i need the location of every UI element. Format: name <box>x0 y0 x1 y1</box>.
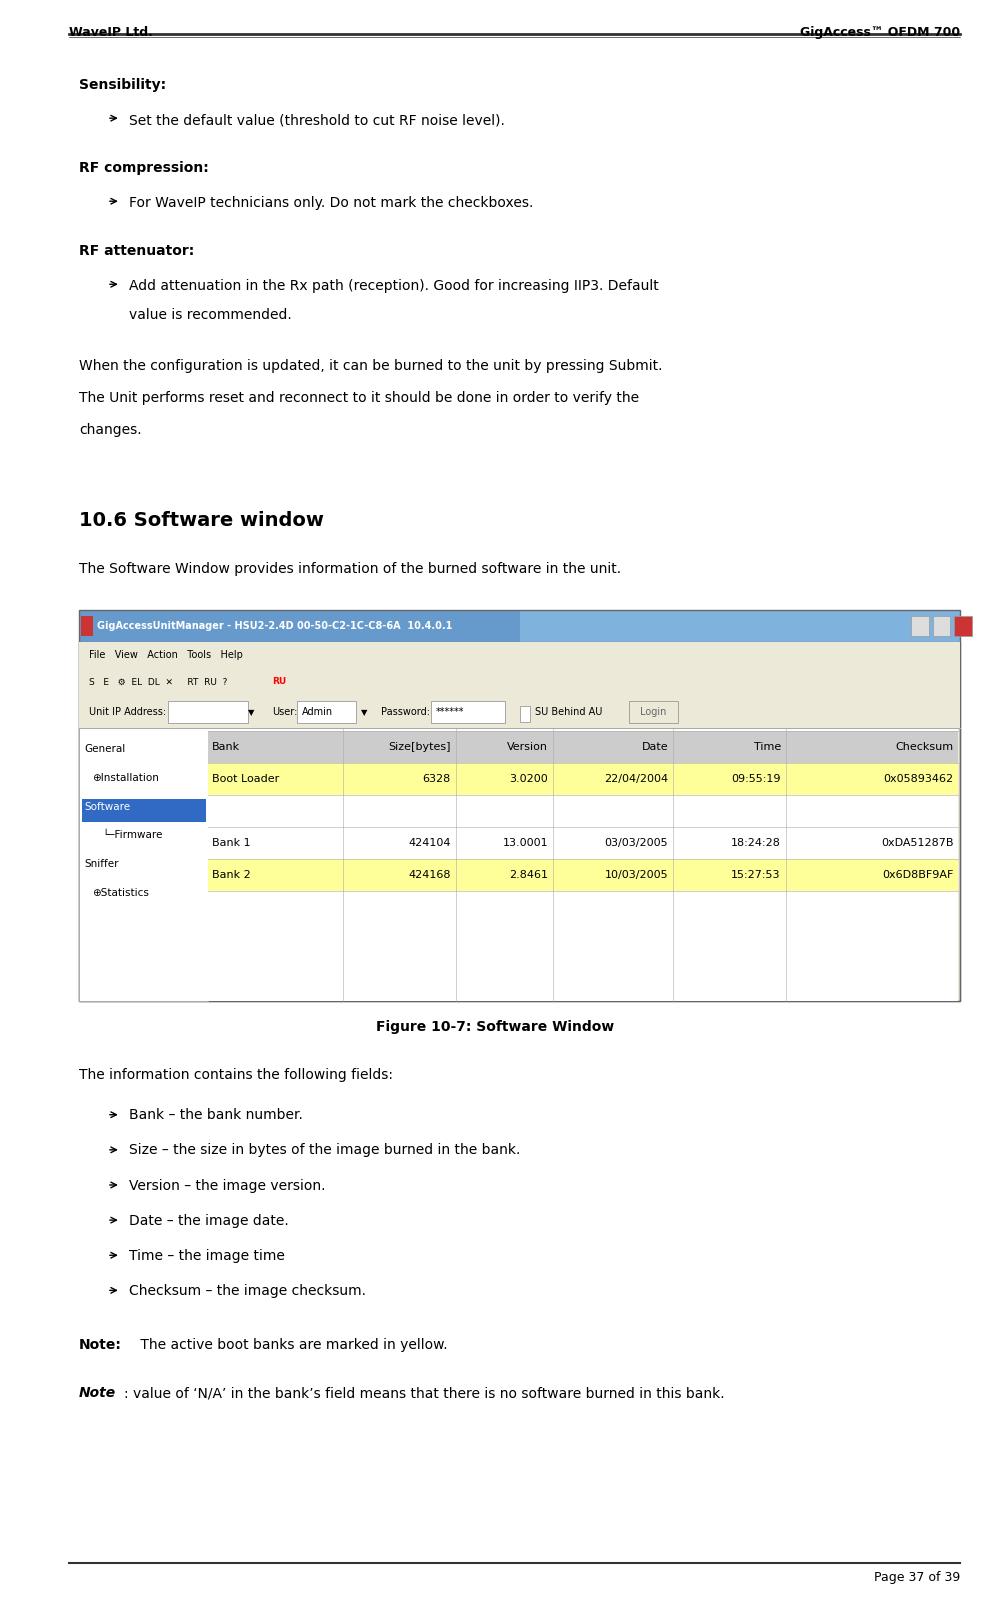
Text: 10/03/2005: 10/03/2005 <box>605 870 668 880</box>
Text: ▼: ▼ <box>248 707 254 717</box>
Bar <box>79 668 960 696</box>
Text: General: General <box>84 744 126 754</box>
Bar <box>520 706 530 722</box>
Bar <box>79 728 208 1001</box>
Text: User:: User: <box>272 707 298 717</box>
Text: The active boot banks are marked in yellow.: The active boot banks are marked in yell… <box>136 1338 447 1353</box>
Text: Login: Login <box>641 707 666 717</box>
Text: Size[bytes]: Size[bytes] <box>388 743 450 752</box>
Text: Bank 2: Bank 2 <box>212 870 250 880</box>
Text: Bank – the bank number.: Bank – the bank number. <box>129 1108 303 1123</box>
Bar <box>168 701 248 723</box>
Text: Add attenuation in the Rx path (reception). Good for increasing IIP3. Default: Add attenuation in the Rx path (receptio… <box>129 279 658 294</box>
Text: Figure 10-7: Software Window: Figure 10-7: Software Window <box>376 1020 614 1035</box>
Bar <box>208 923 958 955</box>
Bar <box>79 610 960 1001</box>
Text: 424104: 424104 <box>408 838 450 848</box>
Text: 6328: 6328 <box>423 775 450 784</box>
Text: The information contains the following fields:: The information contains the following f… <box>79 1068 393 1083</box>
Text: RF compression:: RF compression: <box>79 161 209 176</box>
Bar <box>82 798 206 822</box>
Text: 15:27:53: 15:27:53 <box>732 870 781 880</box>
Text: Date: Date <box>642 743 668 752</box>
Text: RU: RU <box>272 677 286 687</box>
Text: 0x6D8BF9AF: 0x6D8BF9AF <box>882 870 953 880</box>
Text: ⊕Installation: ⊕Installation <box>92 773 159 783</box>
FancyBboxPatch shape <box>520 610 960 642</box>
Text: Note:: Note: <box>79 1338 122 1353</box>
Text: SU Behind AU: SU Behind AU <box>535 707 602 717</box>
Text: ******: ****** <box>436 707 464 717</box>
Text: changes.: changes. <box>79 423 142 438</box>
Text: 09:55:19: 09:55:19 <box>732 775 781 784</box>
Text: Note: Note <box>79 1386 117 1401</box>
Text: For WaveIP technicians only. Do not mark the checkboxes.: For WaveIP technicians only. Do not mark… <box>129 196 533 211</box>
Text: WaveIP Ltd.: WaveIP Ltd. <box>69 26 153 38</box>
Text: Size – the size in bytes of the image burned in the bank.: Size – the size in bytes of the image bu… <box>129 1143 520 1158</box>
Text: 424168: 424168 <box>408 870 450 880</box>
Text: Date – the image date.: Date – the image date. <box>129 1214 288 1228</box>
Bar <box>208 891 958 923</box>
Text: Page 37 of 39: Page 37 of 39 <box>874 1571 960 1584</box>
Text: ▼: ▼ <box>361 707 368 717</box>
Text: GigAccess™ OFDM 700: GigAccess™ OFDM 700 <box>800 26 960 38</box>
Text: Checksum: Checksum <box>895 743 953 752</box>
Text: 0xDA51287B: 0xDA51287B <box>881 838 953 848</box>
Text: Checksum – the image checksum.: Checksum – the image checksum. <box>129 1284 365 1298</box>
Text: : value of ‘N/A’ in the bank’s field means that there is no software burned in t: : value of ‘N/A’ in the bank’s field mea… <box>124 1386 725 1401</box>
Bar <box>208 859 958 891</box>
Bar <box>297 701 356 723</box>
Bar <box>954 616 972 636</box>
Text: Admin: Admin <box>302 707 333 717</box>
Bar <box>629 701 678 723</box>
Bar <box>208 731 958 763</box>
Text: GigAccessUnitManager - HSU2-2.4D 00-50-C2-1C-C8-6A  10.4.0.1: GigAccessUnitManager - HSU2-2.4D 00-50-C… <box>97 621 452 631</box>
Text: 2.8461: 2.8461 <box>509 870 548 880</box>
Text: 3.0200: 3.0200 <box>510 775 548 784</box>
Text: The Software Window provides information of the burned software in the unit.: The Software Window provides information… <box>79 562 622 577</box>
Text: 0x05893462: 0x05893462 <box>883 775 953 784</box>
Text: Unit IP Address:: Unit IP Address: <box>89 707 166 717</box>
Text: Time: Time <box>753 743 781 752</box>
Text: ⊕Statistics: ⊕Statistics <box>92 888 148 898</box>
Text: 22/04/2004: 22/04/2004 <box>604 775 668 784</box>
Text: 13.0001: 13.0001 <box>503 838 548 848</box>
Text: Time – the image time: Time – the image time <box>129 1249 284 1263</box>
Text: 03/03/2005: 03/03/2005 <box>605 838 668 848</box>
Bar <box>208 728 958 1001</box>
Text: value is recommended.: value is recommended. <box>129 308 291 323</box>
Text: └─Firmware: └─Firmware <box>102 830 162 840</box>
Text: Bank 1: Bank 1 <box>212 838 250 848</box>
Bar <box>79 642 960 668</box>
Bar <box>911 616 929 636</box>
Bar <box>208 827 958 859</box>
Text: Sniffer: Sniffer <box>84 859 119 869</box>
Text: Software: Software <box>84 802 131 811</box>
Bar <box>81 616 93 636</box>
Text: Set the default value (threshold to cut RF noise level).: Set the default value (threshold to cut … <box>129 113 505 128</box>
Bar <box>79 696 960 728</box>
FancyBboxPatch shape <box>79 610 960 642</box>
Text: RF attenuator:: RF attenuator: <box>79 244 194 259</box>
Text: Sensibility:: Sensibility: <box>79 78 166 93</box>
Text: Password:: Password: <box>381 707 430 717</box>
Text: Bank: Bank <box>212 743 240 752</box>
Bar <box>208 763 958 795</box>
Text: Version – the image version.: Version – the image version. <box>129 1179 325 1193</box>
Text: 18:24:28: 18:24:28 <box>731 838 781 848</box>
Bar <box>933 616 950 636</box>
Text: 10.6 Software window: 10.6 Software window <box>79 511 324 530</box>
Bar <box>208 795 958 827</box>
Text: Boot Loader: Boot Loader <box>212 775 279 784</box>
Text: S   E   ⚙  EL  DL  ✕     RT  RU  ?: S E ⚙ EL DL ✕ RT RU ? <box>89 677 228 687</box>
Bar <box>431 701 505 723</box>
Text: File   View   Action   Tools   Help: File View Action Tools Help <box>89 650 243 660</box>
Bar <box>79 642 960 1001</box>
Text: When the configuration is updated, it can be burned to the unit by pressing Subm: When the configuration is updated, it ca… <box>79 359 662 374</box>
Text: Version: Version <box>507 743 548 752</box>
Text: The Unit performs reset and reconnect to it should be done in order to verify th: The Unit performs reset and reconnect to… <box>79 391 640 406</box>
